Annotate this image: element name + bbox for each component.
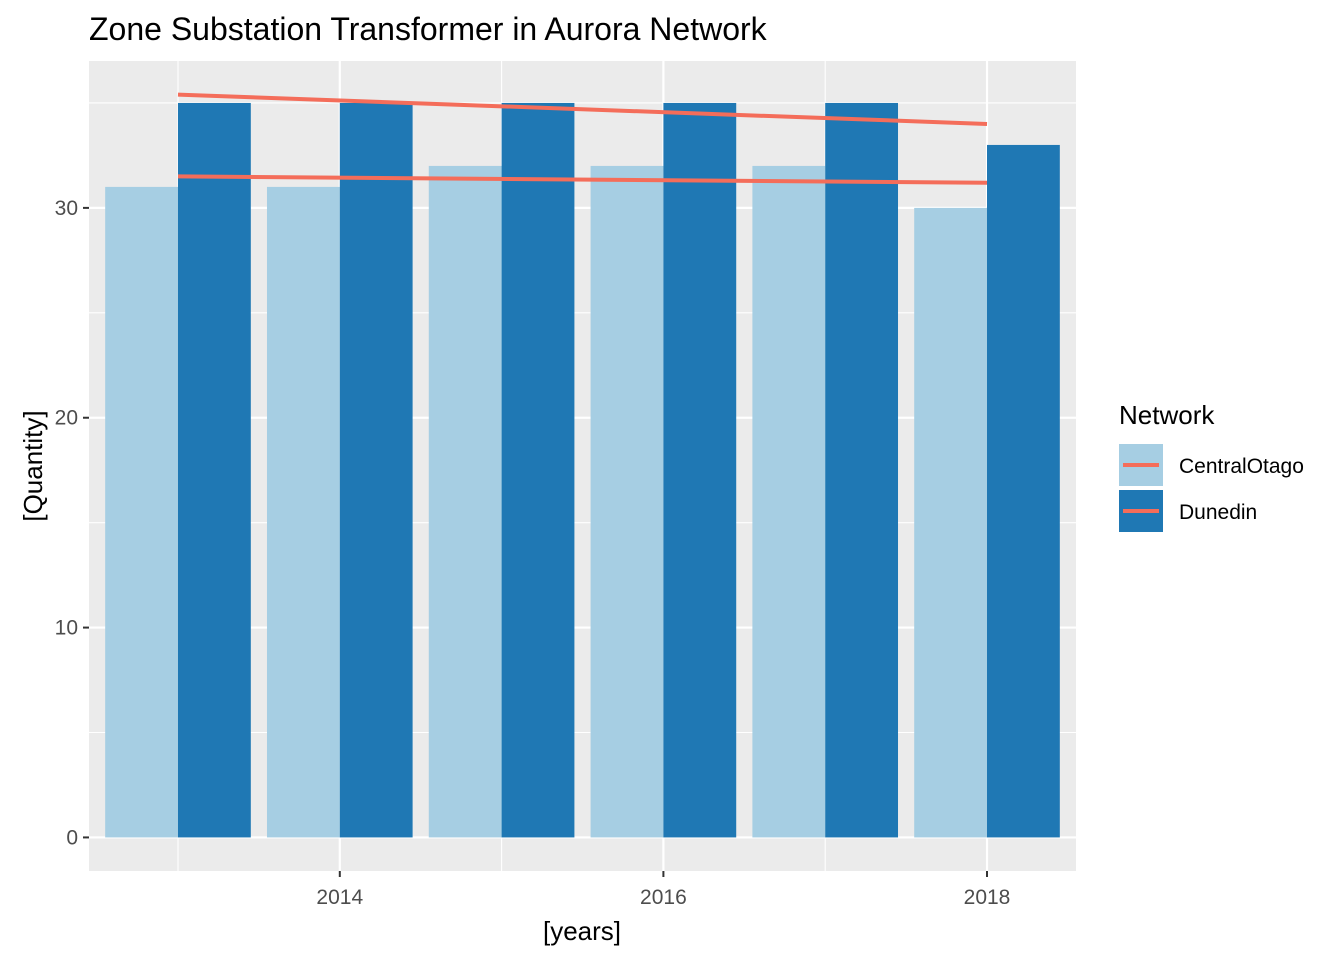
y-tick-label: 10 <box>55 617 78 640</box>
bars <box>105 102 1060 838</box>
y-tick-label: 20 <box>55 407 78 430</box>
bar-dunedin-2015 <box>501 102 575 838</box>
y-tick-label: 30 <box>55 197 78 220</box>
x-axis-title: [years] <box>543 916 621 946</box>
bar-dunedin-2014 <box>339 102 413 838</box>
legend-label-dunedin: Dunedin <box>1179 501 1257 524</box>
bar-dunedin-2017 <box>825 102 899 838</box>
trend-line-centralotago <box>177 174 988 185</box>
trend-lines <box>177 92 988 185</box>
bar-centralotago-2016 <box>590 165 664 838</box>
x-tick-label: 2018 <box>964 886 1011 909</box>
bar-centralotago-2014 <box>266 186 340 838</box>
bar-dunedin-2016 <box>663 102 737 838</box>
bar-centralotago-2017 <box>752 165 826 838</box>
x-tick-label: 2016 <box>640 886 687 909</box>
legend: Network CentralOtago Dunedin <box>1119 400 1304 532</box>
bar-centralotago-2013 <box>105 186 178 838</box>
legend-label-centralotago: CentralOtago <box>1179 455 1304 478</box>
legend-title: Network <box>1119 400 1215 430</box>
bar-centralotago-2018 <box>914 207 988 838</box>
trend-line-dunedin <box>177 92 988 126</box>
bar-dunedin-2013 <box>177 102 251 838</box>
y-tick-label: 0 <box>66 826 78 849</box>
y-axis-title: [Quantity] <box>18 410 48 521</box>
y-axis: 0 10 20 30 <box>55 197 89 849</box>
chart-title: Zone Substation Transformer in Aurora Ne… <box>89 11 768 47</box>
x-tick-label: 2014 <box>316 886 363 909</box>
x-axis: 2014 2016 2018 <box>316 871 1010 909</box>
bar-centralotago-2015 <box>428 165 502 838</box>
bar-dunedin-2018 <box>987 144 1060 838</box>
plot-panel <box>89 61 1076 871</box>
